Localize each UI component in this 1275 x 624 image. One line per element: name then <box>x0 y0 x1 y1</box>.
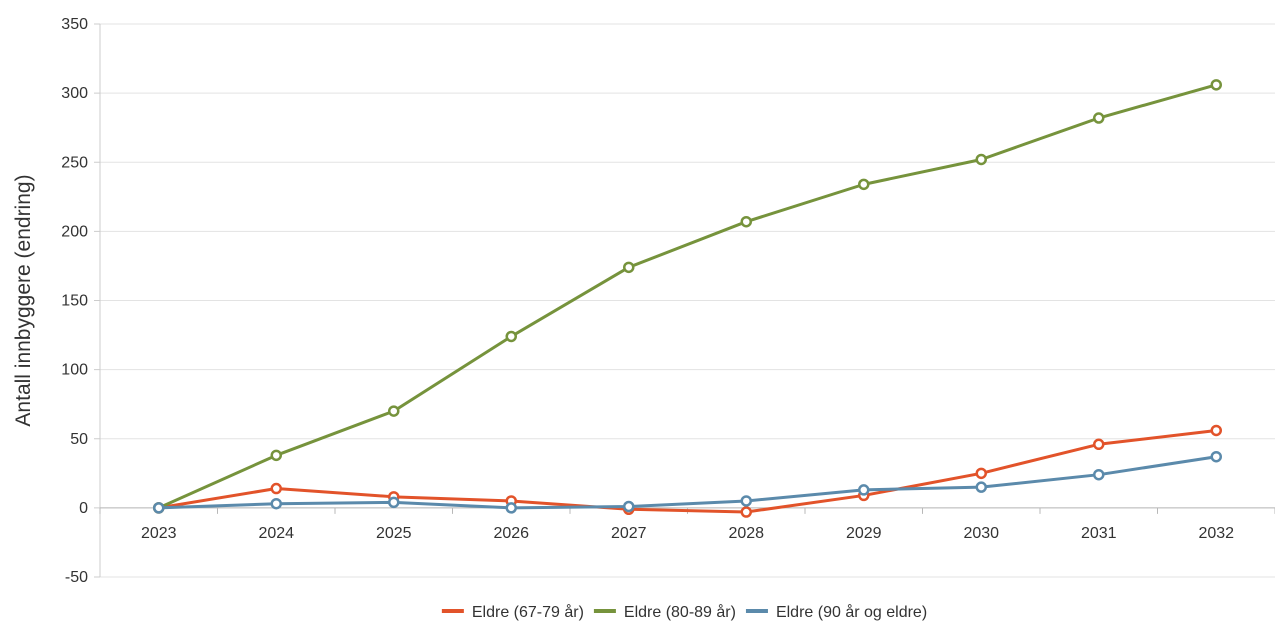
x-tick-label: 2025 <box>376 525 412 542</box>
data-point[interactable] <box>388 405 400 417</box>
data-point[interactable] <box>623 261 635 274</box>
legend-item-3[interactable]: Eldre (90 år og eldre) <box>745 603 927 621</box>
x-tick-label: 2030 <box>963 525 999 542</box>
data-point[interactable] <box>270 497 282 510</box>
legend-label: Eldre (90 år og eldre) <box>776 603 927 621</box>
data-point[interactable] <box>1210 79 1222 91</box>
y-tick-label: 200 <box>61 223 88 240</box>
x-tick-label: 2024 <box>258 525 294 542</box>
data-point[interactable] <box>505 502 517 514</box>
y-tick-label: -50 <box>65 569 88 586</box>
data-point[interactable] <box>1093 112 1105 124</box>
y-tick-label: 150 <box>61 293 88 310</box>
data-point[interactable] <box>975 467 987 480</box>
x-tick-label: 2032 <box>1198 525 1234 542</box>
x-tick-labels: 2023 2024 2025 2026 2027 2028 2029 2030 2031 2032 <box>141 525 1234 542</box>
y-tick-label: 300 <box>61 85 88 102</box>
data-point[interactable] <box>858 178 870 191</box>
series-layer <box>153 79 1222 518</box>
data-point[interactable] <box>388 496 400 509</box>
series-2 <box>153 79 1222 514</box>
legend-item-1[interactable]: Eldre (67-79 år) <box>441 603 584 621</box>
legend-label: Eldre (67-79 år) <box>472 603 584 621</box>
data-point[interactable] <box>1093 438 1105 451</box>
y-tick-label: 100 <box>61 362 88 379</box>
y-tick-label: 50 <box>70 431 88 448</box>
x-tick-label: 2031 <box>1081 525 1117 542</box>
data-point[interactable] <box>975 481 987 493</box>
x-tick-label: 2023 <box>141 525 177 542</box>
series-line <box>158 83 1217 510</box>
x-tick-label: 2027 <box>611 525 647 542</box>
legend: Eldre (67-79 år) Eldre (80-89 år) Eldre (9… <box>441 603 927 621</box>
axes <box>94 23 1275 578</box>
data-point[interactable] <box>1210 424 1222 437</box>
data-point[interactable] <box>1093 468 1105 481</box>
x-tick-label: 2029 <box>846 525 882 542</box>
y-tick-label: 0 <box>79 500 88 517</box>
data-point[interactable] <box>153 502 165 514</box>
data-point[interactable] <box>740 495 752 507</box>
x-tick-label: 2026 <box>493 525 529 542</box>
data-point[interactable] <box>270 482 282 495</box>
data-point[interactable] <box>740 215 752 228</box>
series-3 <box>153 450 1222 514</box>
data-point[interactable] <box>505 330 517 343</box>
y-tick-labels: -50 0 50 100 150 200 250 300 350 <box>61 16 88 586</box>
data-point[interactable] <box>858 484 870 496</box>
legend-item-2[interactable]: Eldre (80-89 år) <box>593 603 736 621</box>
data-point[interactable] <box>623 500 635 513</box>
data-point[interactable] <box>1210 450 1222 463</box>
data-point[interactable] <box>270 449 282 462</box>
series-line <box>158 428 1217 514</box>
data-point[interactable] <box>740 506 752 518</box>
y-tick-label: 350 <box>61 16 88 33</box>
y-tick-label: 250 <box>61 154 88 171</box>
x-tick-label: 2028 <box>728 525 764 542</box>
series-line <box>158 455 1217 510</box>
y-axis-title: Antall innbyggere (endring) <box>12 174 35 426</box>
data-point[interactable] <box>975 153 987 166</box>
legend-label: Eldre (80-89 år) <box>624 603 736 621</box>
